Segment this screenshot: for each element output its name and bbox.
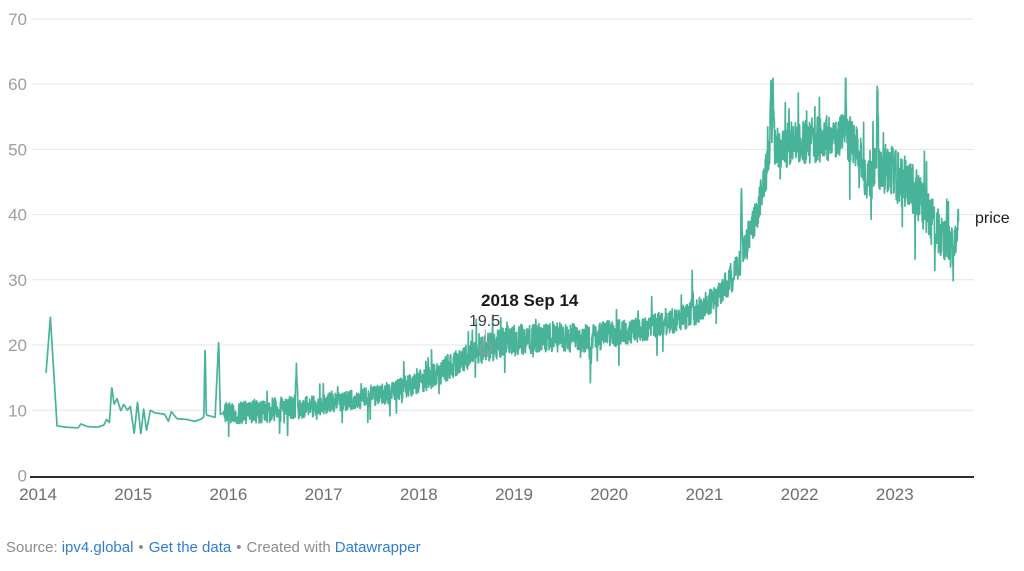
- x-axis-label: 2018: [400, 485, 438, 504]
- x-axis-label: 2014: [19, 485, 57, 504]
- y-axis-label: 20: [8, 336, 27, 355]
- y-axis-label: 0: [18, 467, 27, 486]
- y-axis-label: 60: [8, 75, 27, 94]
- x-axis-label: 2016: [209, 485, 247, 504]
- separator-dot: •: [236, 539, 242, 556]
- source-link[interactable]: ipv4.global: [61, 539, 134, 556]
- x-axis-label: 2021: [685, 485, 723, 504]
- created-with-label: Created with: [246, 539, 331, 556]
- annotation-value-label: 19.5: [469, 313, 500, 330]
- separator-dot: •: [138, 539, 144, 556]
- x-axis-label: 2020: [590, 485, 628, 504]
- x-axis-label: 2015: [114, 485, 152, 504]
- datawrapper-link[interactable]: Datawrapper: [334, 539, 421, 556]
- price-series: [45, 77, 960, 438]
- x-axis-label: 2023: [876, 485, 914, 504]
- gridlines: [30, 18, 974, 478]
- y-axis-label: 10: [8, 401, 27, 420]
- annotation-circle: [479, 341, 493, 355]
- y-axis-label: 70: [8, 10, 27, 29]
- y-axis-labels: 0 10 20 30 40 50 60 70: [8, 10, 27, 486]
- y-axis-label: 30: [8, 271, 27, 290]
- get-the-data-link[interactable]: Get the data: [148, 539, 232, 556]
- x-axis-labels: 2014 2015 2016 2017 2018 2019 2020 2021 2022 2023: [19, 485, 914, 504]
- line-chart-svg: 0 10 20 30 40 50 60 70 2014 2015 2016 2017 2018 2019…: [8, 10, 1010, 504]
- source-prefix: Source:: [6, 539, 58, 556]
- series-label: price: [975, 210, 1010, 227]
- annotation-date-label: 2018 Sep 14: [481, 291, 579, 310]
- annotation-marker: [479, 329, 493, 355]
- y-axis-label: 50: [8, 140, 27, 159]
- chart-footer: Source: ipv4.global • Get the data • Created …: [6, 539, 421, 556]
- x-axis-label: 2022: [781, 485, 819, 504]
- x-axis-label: 2017: [305, 485, 343, 504]
- price-line: [45, 77, 960, 438]
- y-axis-label: 40: [8, 206, 27, 225]
- x-axis-label: 2019: [495, 485, 533, 504]
